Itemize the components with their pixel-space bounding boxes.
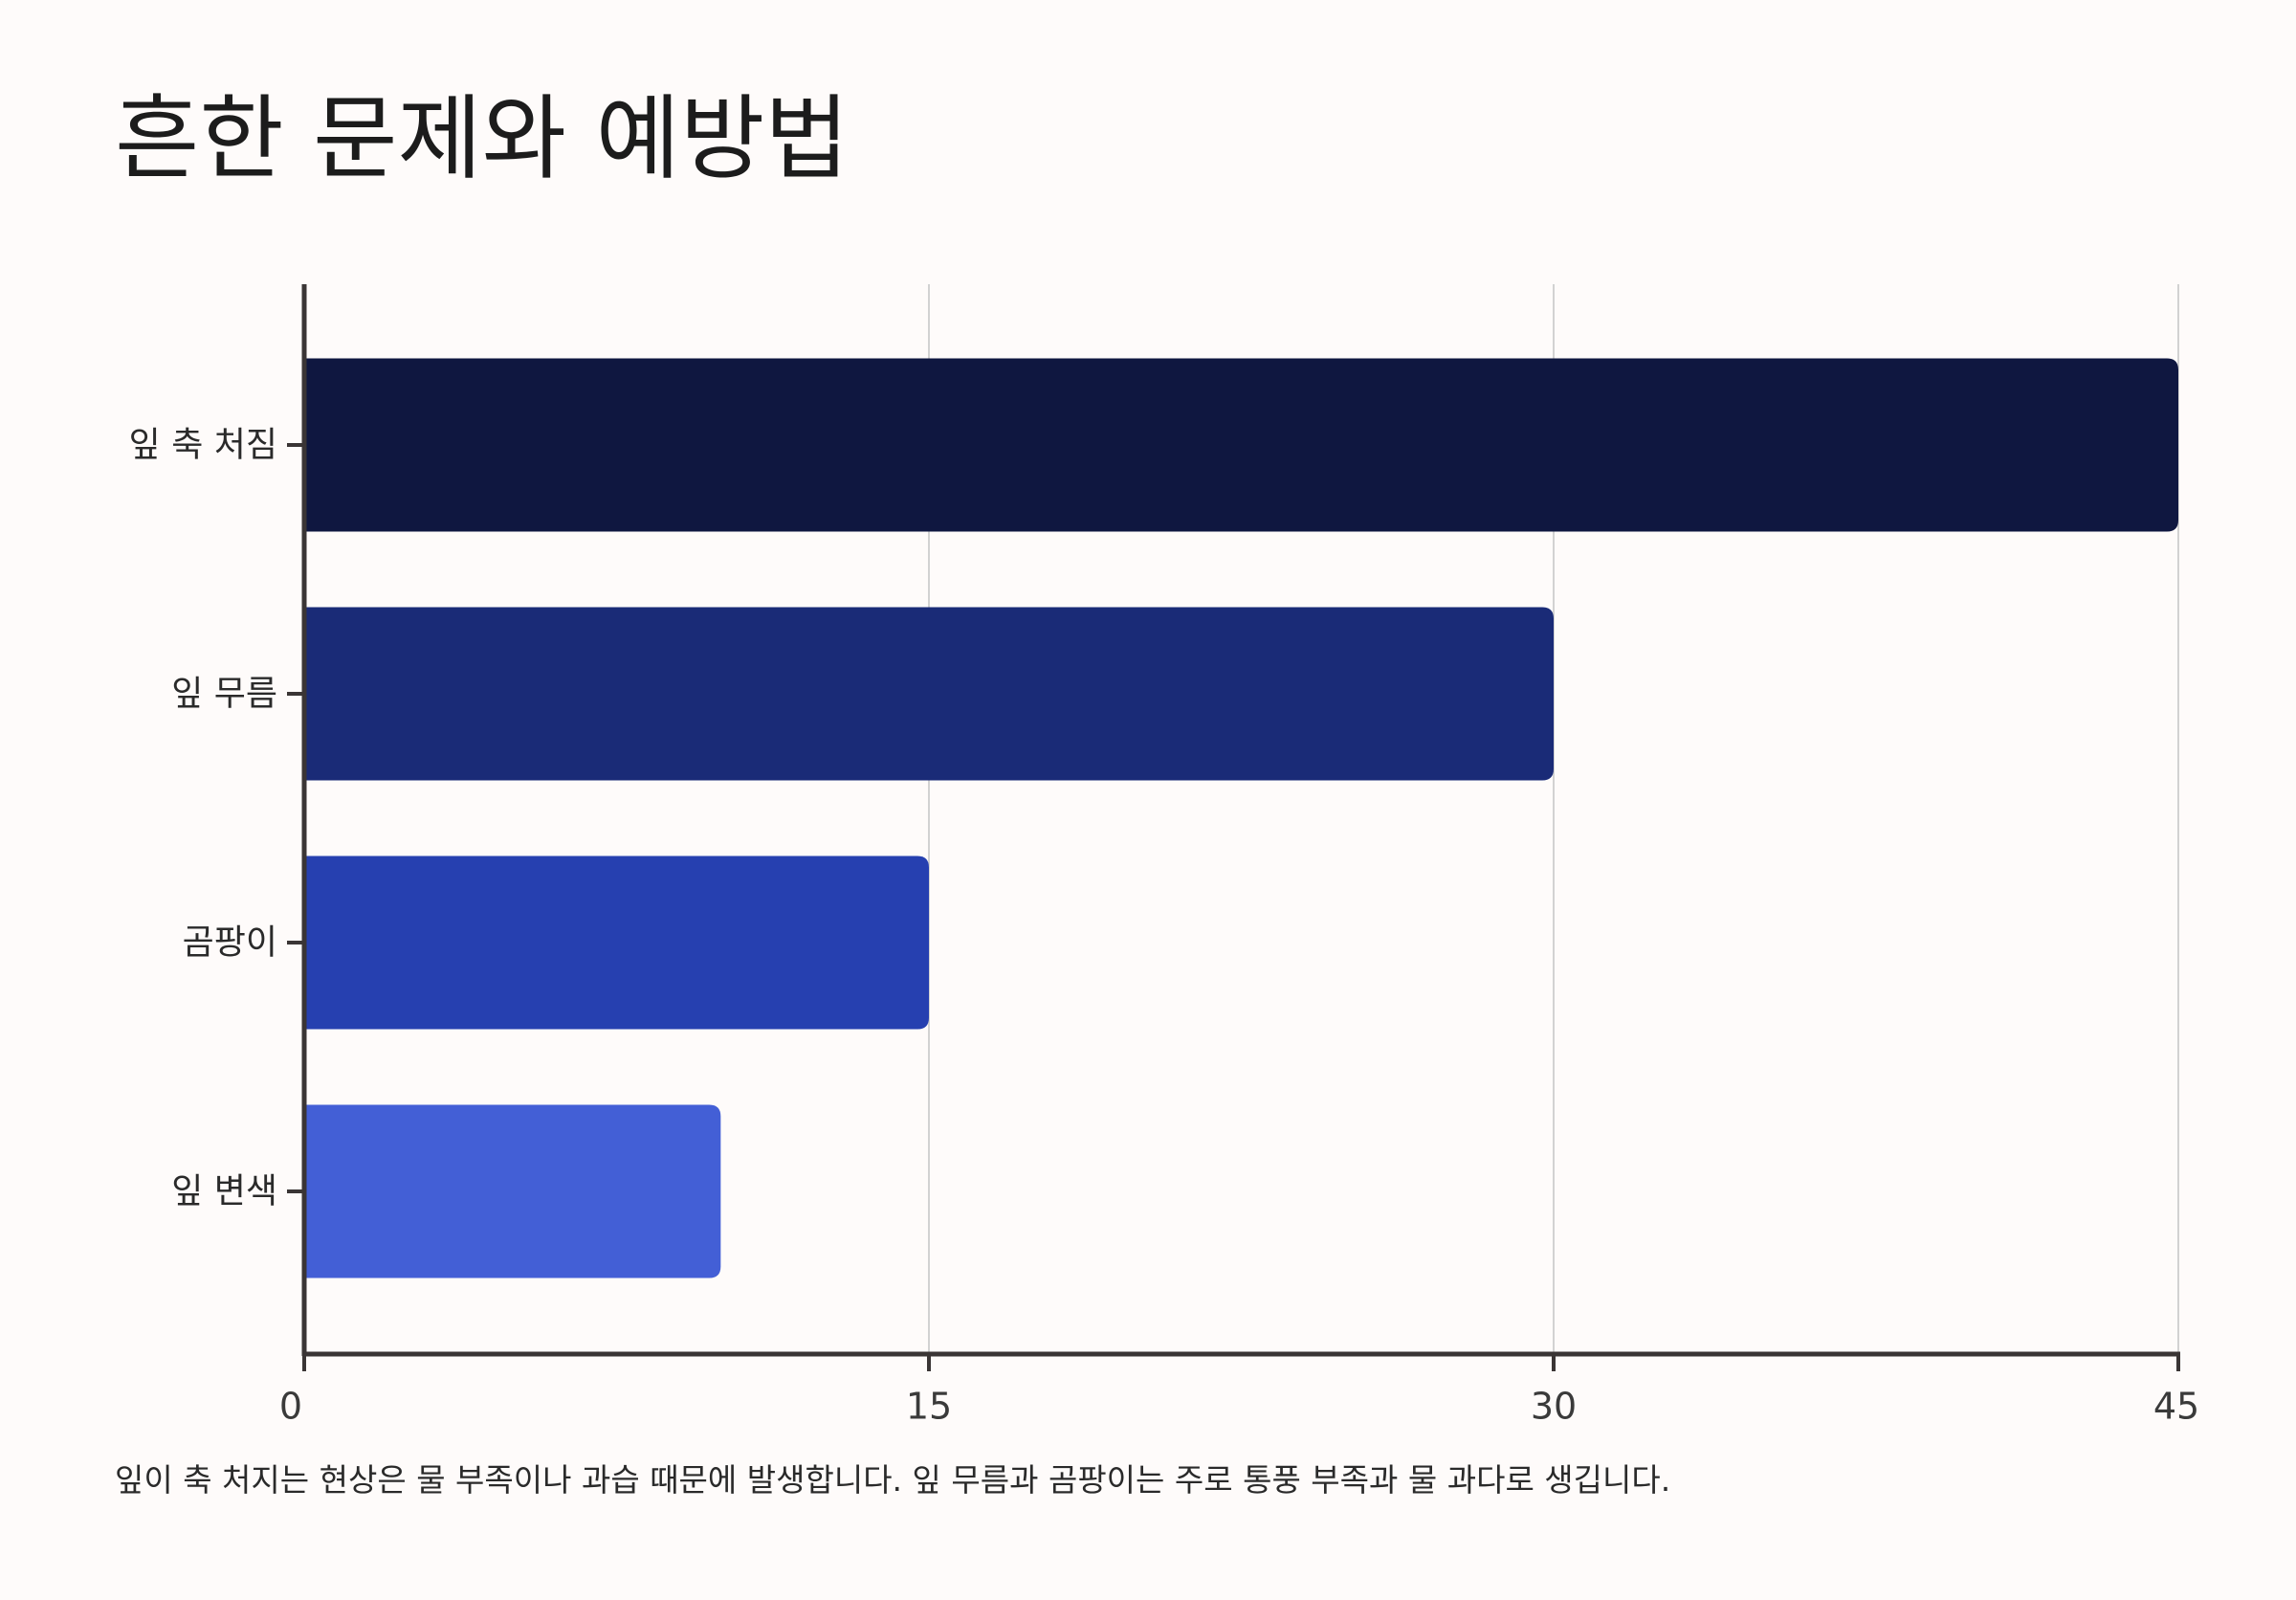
category-label-1: 잎 축 처짐 bbox=[129, 426, 277, 465]
bars bbox=[304, 358, 2178, 1278]
chart-title: 흔한 문제와 예방법 bbox=[115, 85, 850, 192]
chart-caption: 잎이 축 처지는 현상은 물 부족이나 과습 때문에 발생합니다. 잎 무름과 … bbox=[115, 1461, 1671, 1499]
bar-2 bbox=[304, 607, 1554, 781]
category-label-3: 곰팡이 bbox=[183, 923, 277, 963]
category-label-2: 잎 무름 bbox=[171, 675, 277, 714]
x-tick-label-15: 15 bbox=[906, 1386, 952, 1428]
category-label-4: 잎 변색 bbox=[171, 1172, 277, 1211]
bar-3 bbox=[304, 856, 929, 1030]
x-tick-label-45: 45 bbox=[2153, 1386, 2199, 1428]
axes bbox=[287, 284, 2180, 1371]
bar-1 bbox=[304, 358, 2178, 532]
bar-4 bbox=[304, 1104, 721, 1278]
x-tick-label-0: 0 bbox=[279, 1386, 302, 1428]
x-tick-label-30: 30 bbox=[1531, 1386, 1577, 1428]
